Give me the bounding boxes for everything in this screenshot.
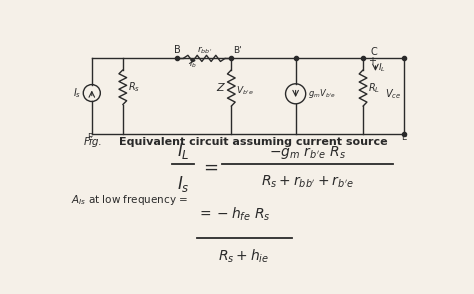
Text: $-g_m\ r_{b'e}\ R_s$: $-g_m\ r_{b'e}\ R_s$ <box>269 144 346 161</box>
Text: $R_s$: $R_s$ <box>128 80 140 94</box>
Text: $V_{ce}$: $V_{ce}$ <box>385 87 401 101</box>
Text: =: = <box>203 159 218 177</box>
Text: B': B' <box>233 46 241 55</box>
Text: E: E <box>88 133 93 142</box>
Text: $V_{b'e}$: $V_{b'e}$ <box>236 85 254 97</box>
Text: Z: Z <box>216 83 224 93</box>
Text: $I_b$: $I_b$ <box>189 58 197 70</box>
Text: $= -h_{fe}\ R_s$: $= -h_{fe}\ R_s$ <box>197 205 271 223</box>
Text: +: + <box>368 56 376 66</box>
Text: Equivalent circuit assuming current source: Equivalent circuit assuming current sour… <box>118 137 387 147</box>
Text: $r_{bb'}$: $r_{bb'}$ <box>197 44 212 56</box>
Text: $R_s + h_{ie}$: $R_s + h_{ie}$ <box>218 248 269 265</box>
Text: Fig.: Fig. <box>84 137 103 147</box>
Text: $A_{Is}$ at low frequency =: $A_{Is}$ at low frequency = <box>71 193 188 207</box>
Text: $g_m V_{b'e}$: $g_m V_{b'e}$ <box>308 87 336 100</box>
Text: $I_s$: $I_s$ <box>73 86 81 100</box>
Text: $I_s$: $I_s$ <box>177 174 190 194</box>
Text: B: B <box>173 45 181 55</box>
Text: C: C <box>371 46 378 56</box>
Text: $I_L$: $I_L$ <box>378 61 386 74</box>
Text: $I_L$: $I_L$ <box>177 141 190 161</box>
Text: $R_s + r_{bb'} + r_{b'e}$: $R_s + r_{bb'} + r_{b'e}$ <box>261 174 354 190</box>
Text: E: E <box>401 133 407 142</box>
Text: $R_L$: $R_L$ <box>368 81 381 95</box>
